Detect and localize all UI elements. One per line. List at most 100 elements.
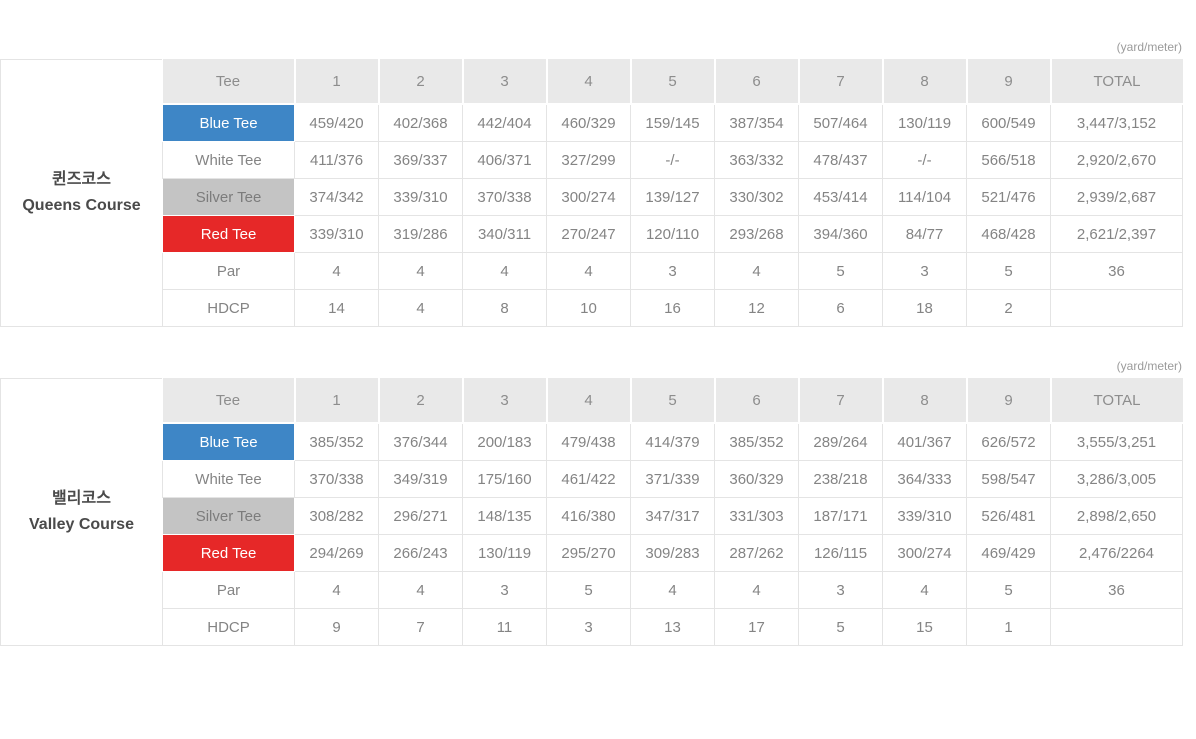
red-tee-row-label: Red Tee <box>162 534 295 572</box>
value-cell: 459/420 <box>294 103 379 142</box>
table-row: Blue Tee 385/352 376/344 200/183 479/438 414/… <box>162 422 1183 461</box>
total-value-cell: 3,447/3,152 <box>1050 103 1183 142</box>
value-cell: 3 <box>882 252 967 290</box>
value-cell: 14 <box>294 289 379 327</box>
value-cell: 130/119 <box>882 103 967 142</box>
value-cell: 339/310 <box>294 215 379 253</box>
course-name-english: Queens Course <box>22 197 141 214</box>
value-cell: 339/310 <box>378 178 463 216</box>
value-cell: 296/271 <box>378 497 463 535</box>
queens-course-section: (yard/meter) 퀸즈코스 Queens Course Tee 1 2 3 4 5… <box>0 40 1196 327</box>
value-cell: 566/518 <box>966 141 1051 179</box>
value-cell: 18 <box>882 289 967 327</box>
course-yardage-page: (yard/meter) 퀸즈코스 Queens Course Tee 1 2 3 4 5… <box>0 40 1196 646</box>
value-cell: 468/428 <box>966 215 1051 253</box>
value-cell: 130/119 <box>462 534 547 572</box>
value-cell: 3 <box>546 608 631 646</box>
value-cell: 385/352 <box>714 422 799 461</box>
value-cell: 300/274 <box>882 534 967 572</box>
queens-course-label: 퀸즈코스 Queens Course <box>0 59 162 327</box>
value-cell: 238/218 <box>798 460 883 498</box>
value-cell: 340/311 <box>462 215 547 253</box>
hole-number-header: 3 <box>461 59 547 105</box>
total-value-cell: 2,939/2,687 <box>1050 178 1183 216</box>
value-cell: 364/333 <box>882 460 967 498</box>
total-value-cell: 36 <box>1050 571 1183 609</box>
value-cell: 4 <box>294 252 379 290</box>
total-value-cell <box>1050 289 1183 327</box>
value-cell: 349/319 <box>378 460 463 498</box>
value-cell: 402/368 <box>378 103 463 142</box>
value-cell: 5 <box>798 608 883 646</box>
value-cell: 7 <box>378 608 463 646</box>
hole-number-header: 4 <box>545 378 631 424</box>
value-cell: 175/160 <box>462 460 547 498</box>
value-cell: 13 <box>630 608 715 646</box>
hole-number-header: 1 <box>293 378 379 424</box>
value-cell: 4 <box>378 571 463 609</box>
value-cell: 385/352 <box>294 422 379 461</box>
value-cell: 120/110 <box>630 215 715 253</box>
hole-number-header: 9 <box>965 378 1051 424</box>
table-row: White Tee 411/376 369/337 406/371 327/299 -/-… <box>162 141 1183 179</box>
silver-tee-row-label: Silver Tee <box>162 497 295 535</box>
value-cell: 331/303 <box>714 497 799 535</box>
hole-number-header: 6 <box>713 59 799 105</box>
value-cell: 461/422 <box>546 460 631 498</box>
value-cell: 374/342 <box>294 178 379 216</box>
silver-tee-row-label: Silver Tee <box>162 178 295 216</box>
hole-number-header: 7 <box>797 378 883 424</box>
table-row: Red Tee 294/269 266/243 130/119 295/270 309/2… <box>162 534 1183 572</box>
hole-number-header: 7 <box>797 59 883 105</box>
value-cell: 469/429 <box>966 534 1051 572</box>
value-cell: 270/247 <box>546 215 631 253</box>
total-value-cell: 3,286/3,005 <box>1050 460 1183 498</box>
value-cell: 289/264 <box>798 422 883 461</box>
value-cell: 416/380 <box>546 497 631 535</box>
tee-column-header: Tee <box>162 378 295 424</box>
value-cell: 4 <box>378 289 463 327</box>
value-cell: 626/572 <box>966 422 1051 461</box>
value-cell: 4 <box>546 252 631 290</box>
total-column-header: TOTAL <box>1049 59 1183 105</box>
value-cell: 287/262 <box>714 534 799 572</box>
hdcp-row-label: HDCP <box>162 289 295 327</box>
value-cell: 387/354 <box>714 103 799 142</box>
value-cell: 114/104 <box>882 178 967 216</box>
table-row: Red Tee 339/310 319/286 340/311 270/247 120/1… <box>162 215 1183 253</box>
unit-note: (yard/meter) <box>1116 359 1182 373</box>
value-cell: 347/317 <box>630 497 715 535</box>
valley-course-row: 밸리코스 Valley Course Tee 1 2 3 4 5 6 7 8 9 TOTAL Blue… <box>0 378 1196 646</box>
value-cell: 16 <box>630 289 715 327</box>
value-cell: -/- <box>630 141 715 179</box>
header-row: Tee 1 2 3 4 5 6 7 8 9 TOTAL <box>162 378 1183 424</box>
hole-number-header: 4 <box>545 59 631 105</box>
value-cell: 479/438 <box>546 422 631 461</box>
value-cell: 9 <box>294 608 379 646</box>
value-cell: 139/127 <box>630 178 715 216</box>
par-row-label: Par <box>162 252 295 290</box>
hole-number-header: 9 <box>965 59 1051 105</box>
hole-number-header: 3 <box>461 378 547 424</box>
hole-number-header: 1 <box>293 59 379 105</box>
total-value-cell: 2,920/2,670 <box>1050 141 1183 179</box>
value-cell: 363/332 <box>714 141 799 179</box>
total-value-cell: 3,555/3,251 <box>1050 422 1183 461</box>
value-cell: 507/464 <box>798 103 883 142</box>
value-cell: 5 <box>546 571 631 609</box>
value-cell: 2 <box>966 289 1051 327</box>
value-cell: 478/437 <box>798 141 883 179</box>
header-row: Tee 1 2 3 4 5 6 7 8 9 TOTAL <box>162 59 1183 105</box>
value-cell: 394/360 <box>798 215 883 253</box>
value-cell: 159/145 <box>630 103 715 142</box>
value-cell: 370/338 <box>294 460 379 498</box>
value-cell: 200/183 <box>462 422 547 461</box>
hole-number-header: 5 <box>629 378 715 424</box>
value-cell: 4 <box>714 252 799 290</box>
total-value-cell: 2,476/2264 <box>1050 534 1183 572</box>
par-row-label: Par <box>162 571 295 609</box>
value-cell: 10 <box>546 289 631 327</box>
table-row: Par 4 4 3 5 4 4 3 4 5 36 <box>162 571 1183 609</box>
table-row: Silver Tee 308/282 296/271 148/135 416/380 34… <box>162 497 1183 535</box>
total-column-header: TOTAL <box>1049 378 1183 424</box>
